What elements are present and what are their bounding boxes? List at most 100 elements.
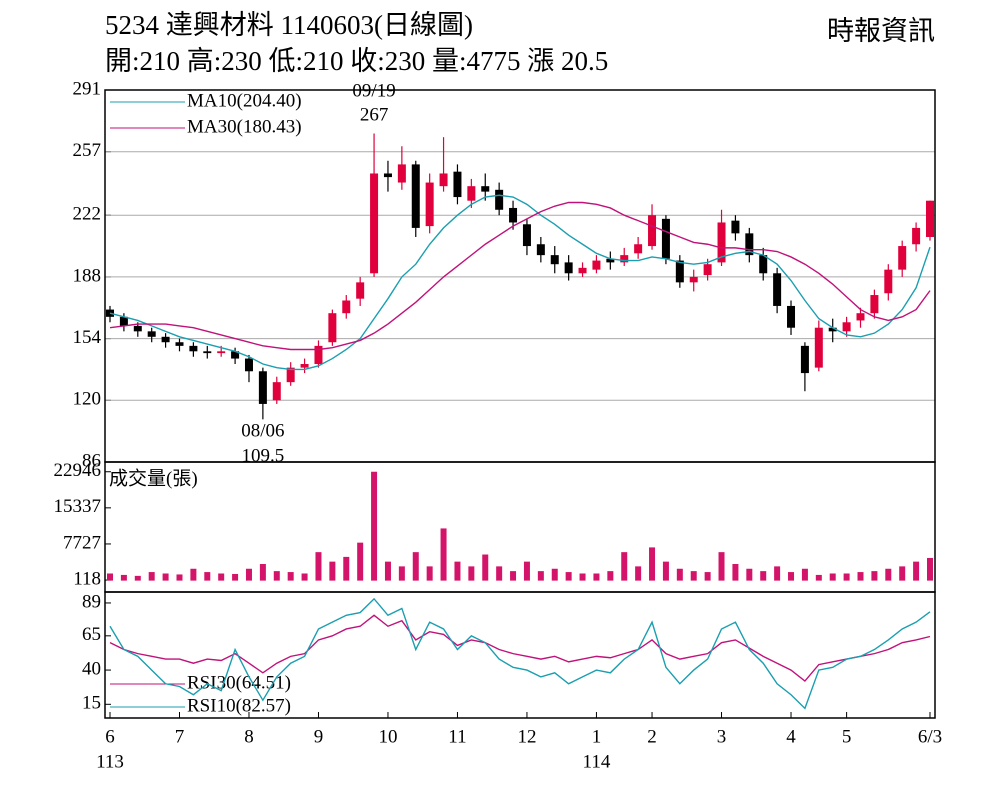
y-tick-label: 120 <box>73 389 102 410</box>
panel-frame <box>104 461 936 593</box>
candle-body <box>467 186 476 201</box>
volume-bar <box>245 568 252 581</box>
volume-bar <box>357 542 364 581</box>
panel-frame <box>104 89 936 463</box>
volume-bar <box>510 571 517 581</box>
legend-label: RSI30(64.51) <box>187 672 291 693</box>
volume-bar <box>218 573 225 581</box>
candle-body <box>189 345 198 352</box>
candle-body <box>564 262 573 274</box>
x-tick-label: 1 <box>592 726 602 747</box>
volume-bar <box>704 572 711 581</box>
volume-bar <box>454 561 461 581</box>
volume-bar <box>162 573 169 581</box>
candle-body <box>119 316 128 326</box>
volume-bar <box>899 566 906 581</box>
candle-body <box>578 267 587 274</box>
candle-body <box>147 331 156 337</box>
volume-bar <box>426 566 433 581</box>
candle-body <box>397 164 406 183</box>
volume-bar <box>593 573 600 581</box>
volume-bar <box>843 573 850 581</box>
volume-bar <box>190 568 197 581</box>
candle-body <box>912 227 921 245</box>
candle-body <box>870 295 879 314</box>
y-tick-label: 257 <box>73 140 102 161</box>
volume-bar <box>551 568 558 581</box>
candle-body <box>856 313 865 321</box>
candle-body <box>634 244 643 254</box>
volume-bar <box>398 566 405 581</box>
volume-bar <box>885 568 892 581</box>
volume-bar <box>412 552 419 581</box>
candle-body <box>300 364 309 368</box>
volume-bar <box>690 571 697 581</box>
annotation: 09/19 <box>352 80 395 101</box>
volume-bar <box>148 572 155 581</box>
candle-body <box>495 189 504 210</box>
candle-body <box>286 367 295 383</box>
volume-bar <box>468 566 475 581</box>
volume-bar <box>774 566 781 581</box>
y-tick-label: 154 <box>73 327 102 348</box>
candle-body <box>244 358 253 372</box>
source: 時報資訊 <box>827 16 935 46</box>
candle-body <box>509 207 518 223</box>
line-series <box>109 194 931 371</box>
candle-body <box>745 233 754 256</box>
candle-body <box>175 342 184 346</box>
x-tick-label: 5 <box>842 726 852 747</box>
candle-body <box>453 171 462 198</box>
volume-bar <box>204 572 211 581</box>
candle-body <box>814 327 823 368</box>
volume-bar <box>718 552 725 581</box>
volume-bar <box>107 573 113 581</box>
y-tick-label: 7727 <box>63 532 101 553</box>
y-tick-label: 86 <box>82 450 101 471</box>
panel-label: 成交量(張) <box>109 467 198 489</box>
volume-bar <box>579 573 586 581</box>
volume-bar <box>913 561 920 581</box>
y-tick-label: 118 <box>73 568 101 589</box>
candle-body <box>759 255 768 274</box>
y-tick-label: 222 <box>73 204 102 225</box>
volume-bar <box>732 564 739 581</box>
title: 5234 達興材料 1140603(日線圖) <box>105 10 473 40</box>
volume-bar <box>176 574 183 581</box>
candle-body <box>787 305 796 328</box>
volume-bar <box>857 572 864 581</box>
candle-body <box>370 173 379 274</box>
quote-info: 開:210 高:230 低:210 收:230 量:4775 漲 20.5 <box>105 46 608 76</box>
volume-bar <box>120 574 127 581</box>
candle-body <box>314 345 323 365</box>
volume-bar <box>649 547 656 581</box>
candle-body <box>356 282 365 299</box>
year-label: 113 <box>96 751 124 772</box>
candle-body <box>717 222 726 263</box>
candle-body <box>258 371 267 404</box>
x-tick-label: 6 <box>105 726 115 747</box>
candle-body <box>217 351 226 354</box>
annotation: 109.5 <box>242 445 285 466</box>
candle-body <box>161 336 170 343</box>
volume-bar <box>343 556 350 581</box>
x-tick-label: 3 <box>717 726 727 747</box>
line-series <box>109 201 931 351</box>
y-tick-label: 65 <box>82 624 101 645</box>
volume-bar <box>134 575 141 581</box>
y-tick-label: 40 <box>82 658 101 679</box>
x-tick-label: 2 <box>647 726 657 747</box>
legend-label: RSI10(82.57) <box>187 695 291 716</box>
x-tick-label: 6/3 <box>918 726 942 747</box>
candle-body <box>884 269 893 294</box>
volume-bar <box>676 568 683 581</box>
line-series <box>109 597 931 710</box>
candle-body <box>231 351 240 359</box>
volume-bar <box>287 572 294 581</box>
panel-frame <box>104 591 936 719</box>
volume-bar <box>565 572 572 581</box>
volume-bar <box>329 561 336 581</box>
candle-body <box>550 255 559 265</box>
volume-bar <box>301 573 308 581</box>
candle-body <box>620 255 629 263</box>
